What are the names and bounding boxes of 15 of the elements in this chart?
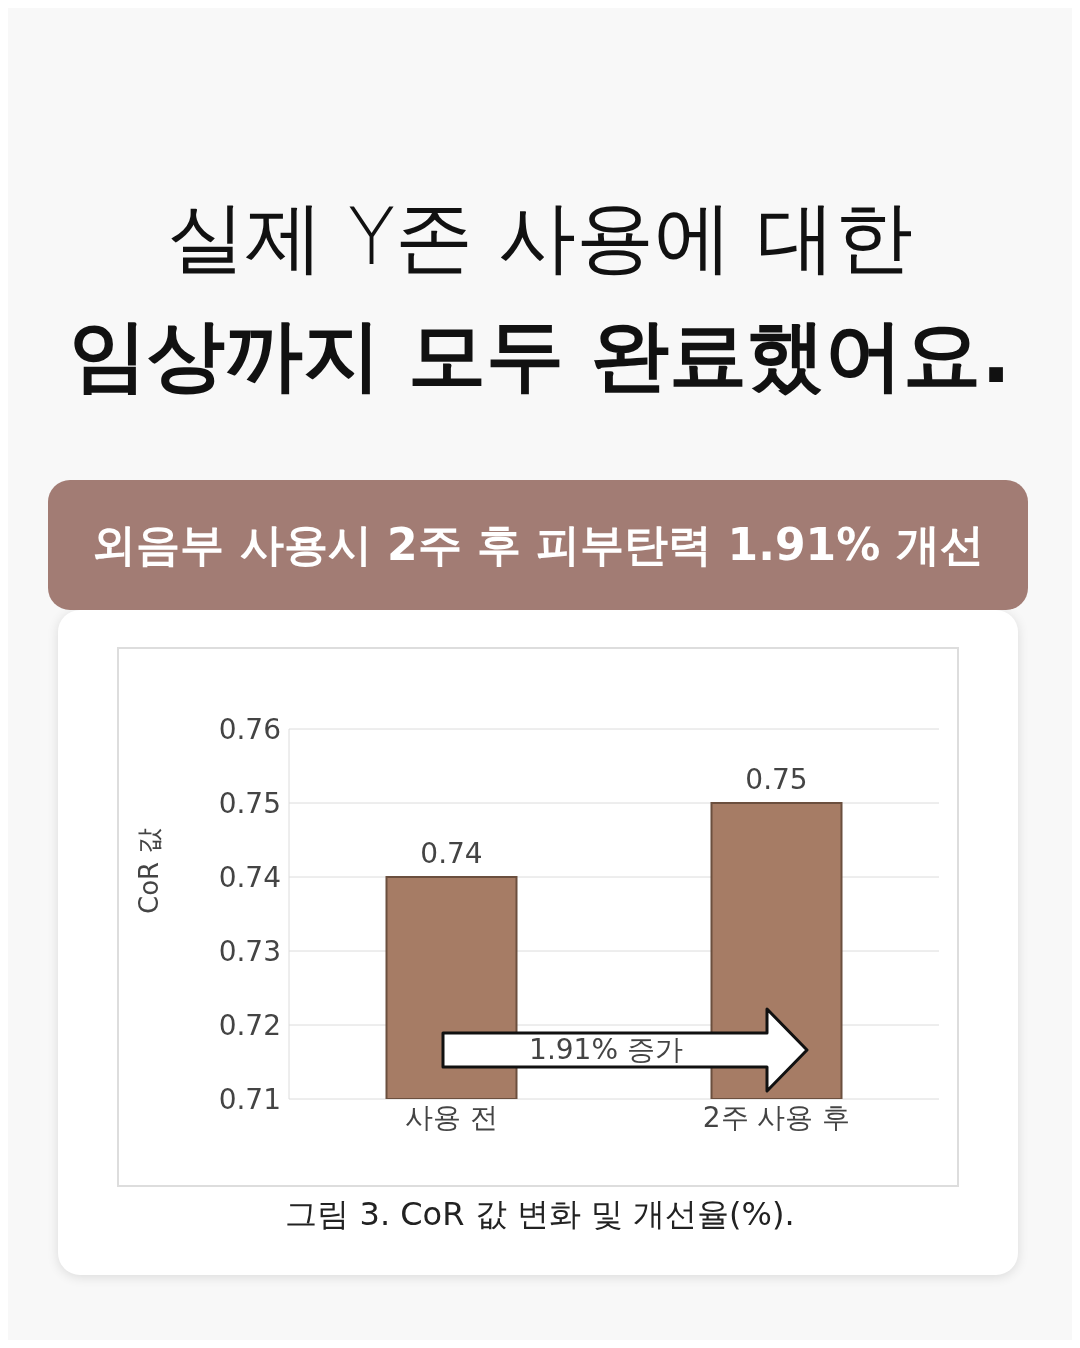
- annotation: 1.91% 증가: [528, 1033, 684, 1067]
- y-tick-label: 0.72: [218, 1008, 281, 1042]
- caption: 그림 3. CoR 값 변화 및 개선율(%).: [284, 1194, 796, 1235]
- y-tick-label: 0.73: [218, 934, 281, 968]
- chart-title: 실제 Y존 사용에 대한 임상까지 모두 완료했어요.: [68, 191, 1012, 402]
- chart-subtitle: 외음부 사용시 2주 후 피부탄력 1.91% 개선: [48, 480, 1028, 610]
- y-tick-label: 0.75: [218, 786, 281, 820]
- y-tick-label: 0.71: [218, 1082, 281, 1116]
- y-axis-title: CoR 값: [134, 827, 165, 914]
- data-label: 0.75: [745, 763, 808, 796]
- y-tick-label: 0.76: [218, 712, 281, 746]
- x-tick-label: 사용 전: [405, 1100, 498, 1134]
- y-tick-label: 0.74: [218, 860, 281, 894]
- x-tick-label: 2주 사용 후: [702, 1100, 851, 1134]
- data-label: 0.74: [420, 837, 483, 870]
